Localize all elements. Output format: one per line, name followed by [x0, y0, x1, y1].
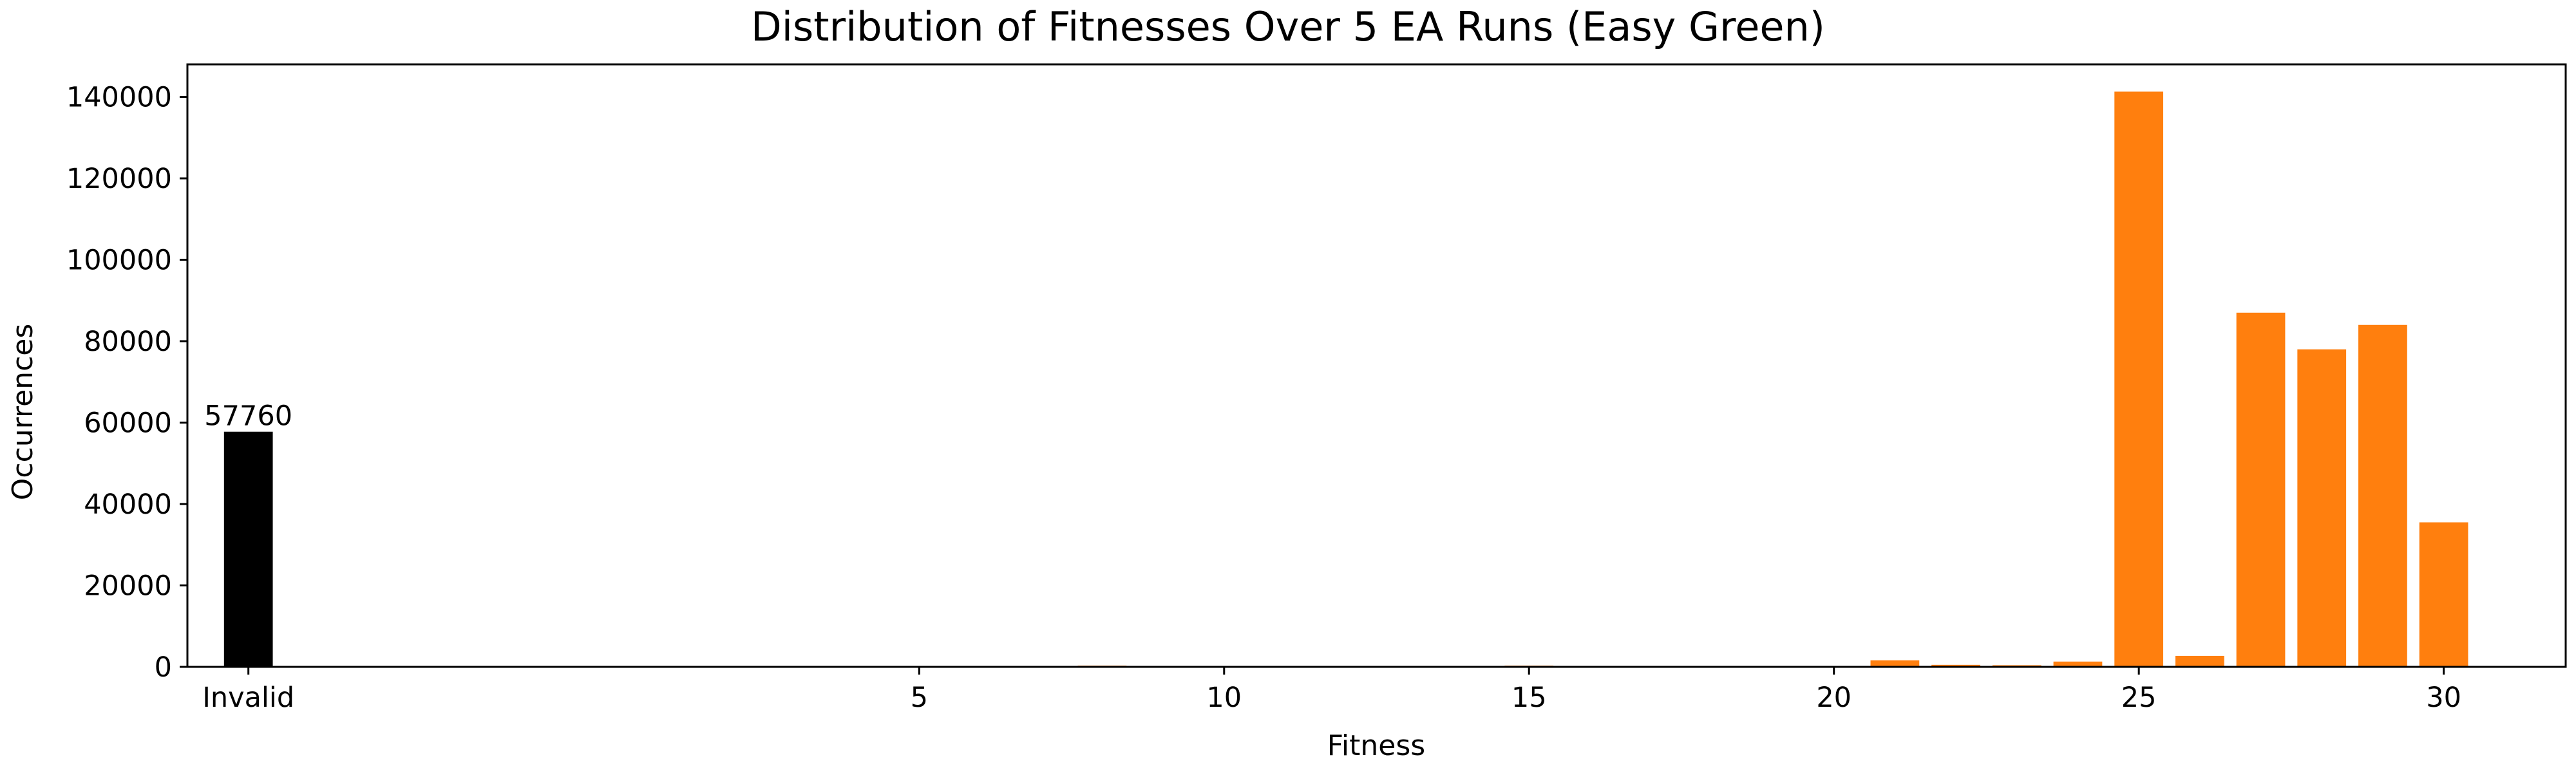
bar-valid-24 [2053, 661, 2103, 667]
x-tick-label: Invalid [202, 682, 294, 714]
bar-valid-28 [2297, 349, 2347, 667]
y-axis-label: Occurrences [6, 324, 39, 500]
data-labels-layer: 57760 [204, 400, 292, 433]
y-tick-label: 60000 [84, 407, 172, 440]
chart-title: Distribution of Fitnesses Over 5 EA Runs… [751, 3, 1825, 50]
bar-valid-25 [2114, 91, 2164, 667]
bar-valid-26 [2175, 655, 2224, 667]
bar-valid-30 [2419, 522, 2468, 667]
x-tick-label: 20 [1816, 682, 1852, 714]
axis-ticks-layer: Invalid 5 10 15 20 25 30 0 20000 40000 60000 80000 1… [66, 82, 2461, 714]
bar-invalid--6 [223, 431, 273, 667]
y-tick-label: 20000 [84, 570, 172, 602]
bar-valid-21 [1870, 660, 1920, 667]
y-tick-label: 120000 [66, 163, 172, 195]
y-tick-label: 0 [155, 651, 172, 684]
x-tick-label: 15 [1511, 682, 1547, 714]
x-tick-label: 5 [911, 682, 928, 714]
y-tick-label: 100000 [66, 245, 172, 277]
y-tick-label: 140000 [66, 82, 172, 114]
y-tick-label: 80000 [84, 326, 172, 358]
data-label-invalid: 57760 [204, 400, 292, 433]
bars-layer [223, 91, 2468, 668]
x-tick-label: 25 [2121, 682, 2157, 714]
y-tick-label: 40000 [84, 489, 172, 521]
x-axis-label: Fitness [1327, 729, 1425, 762]
bar-valid-29 [2358, 324, 2407, 668]
bar-valid-22 [1931, 664, 1980, 667]
x-tick-label: 10 [1206, 682, 1242, 714]
plot-frame [186, 63, 2567, 668]
x-tick-label: 30 [2426, 682, 2461, 714]
bar-valid-27 [2236, 312, 2286, 667]
